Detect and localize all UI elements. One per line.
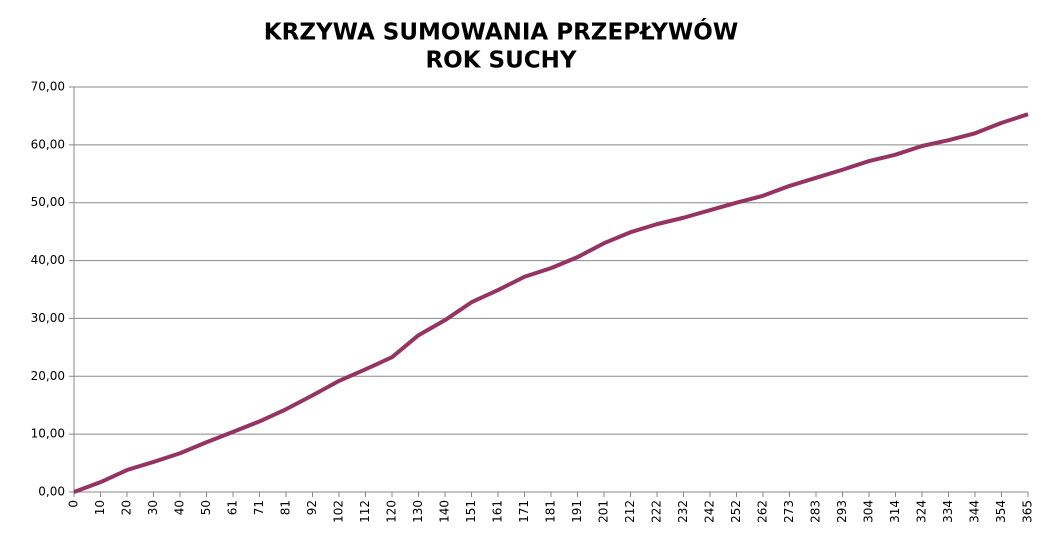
x-tick-label: 262 — [756, 500, 770, 523]
x-tick-label: 112 — [358, 500, 372, 523]
x-tick-label: 161 — [491, 500, 505, 523]
x-tick-label: 50 — [199, 500, 213, 515]
y-tick-label: 30,00 — [31, 311, 65, 325]
x-tick-label: 344 — [968, 500, 982, 523]
x-tick-label: 283 — [809, 500, 823, 523]
x-tick-label: 354 — [994, 500, 1008, 523]
x-tick-label: 191 — [570, 500, 584, 523]
x-tick-label: 293 — [835, 500, 849, 523]
y-tick-label: 10,00 — [31, 427, 65, 441]
x-tick-label: 242 — [703, 500, 717, 523]
x-tick-label: 20 — [120, 500, 134, 515]
x-tick-label: 324 — [915, 500, 929, 523]
y-tick-label: 60,00 — [31, 137, 65, 151]
x-tick-label: 304 — [862, 500, 876, 523]
x-tick-label: 273 — [782, 500, 796, 523]
x-tick-label: 365 — [1021, 500, 1035, 523]
y-tick-label: 50,00 — [31, 195, 65, 209]
x-tick-label: 102 — [332, 500, 346, 523]
y-tick-label: 40,00 — [31, 253, 65, 267]
x-tick-label: 171 — [517, 500, 531, 523]
x-tick-label: 314 — [888, 500, 902, 523]
x-tick-label: 151 — [464, 500, 478, 523]
x-tick-label: 232 — [676, 500, 690, 523]
x-tick-label: 201 — [597, 500, 611, 523]
x-tick-label: 222 — [650, 500, 664, 523]
x-tick-label: 92 — [305, 500, 319, 515]
x-tick-label: 181 — [544, 500, 558, 523]
x-tick-label: 71 — [252, 500, 266, 515]
data-line — [73, 112, 1029, 494]
x-tick-label: 252 — [729, 500, 743, 523]
x-tick-label: 334 — [941, 500, 955, 523]
chart-title: KRZYWA SUMOWANIA PRZEPŁYWÓW — [264, 18, 738, 46]
x-tick-label: 130 — [411, 500, 425, 523]
y-tick-label: 0,00 — [38, 485, 65, 499]
x-tick-label: 30 — [146, 500, 160, 515]
x-tick-label: 10 — [93, 500, 107, 515]
x-tick-label: 81 — [279, 500, 293, 515]
x-tick-label: 212 — [623, 500, 637, 523]
x-tick-label: 0 — [67, 500, 81, 508]
y-tick-label: 20,00 — [31, 369, 65, 383]
x-tick-label: 40 — [173, 500, 187, 515]
y-tick-label: 70,00 — [31, 80, 65, 94]
x-tick-label: 140 — [438, 500, 452, 523]
x-tick-label: 61 — [226, 500, 240, 515]
x-tick-label: 120 — [385, 500, 399, 523]
chart-title: ROK SUCHY — [425, 48, 576, 74]
